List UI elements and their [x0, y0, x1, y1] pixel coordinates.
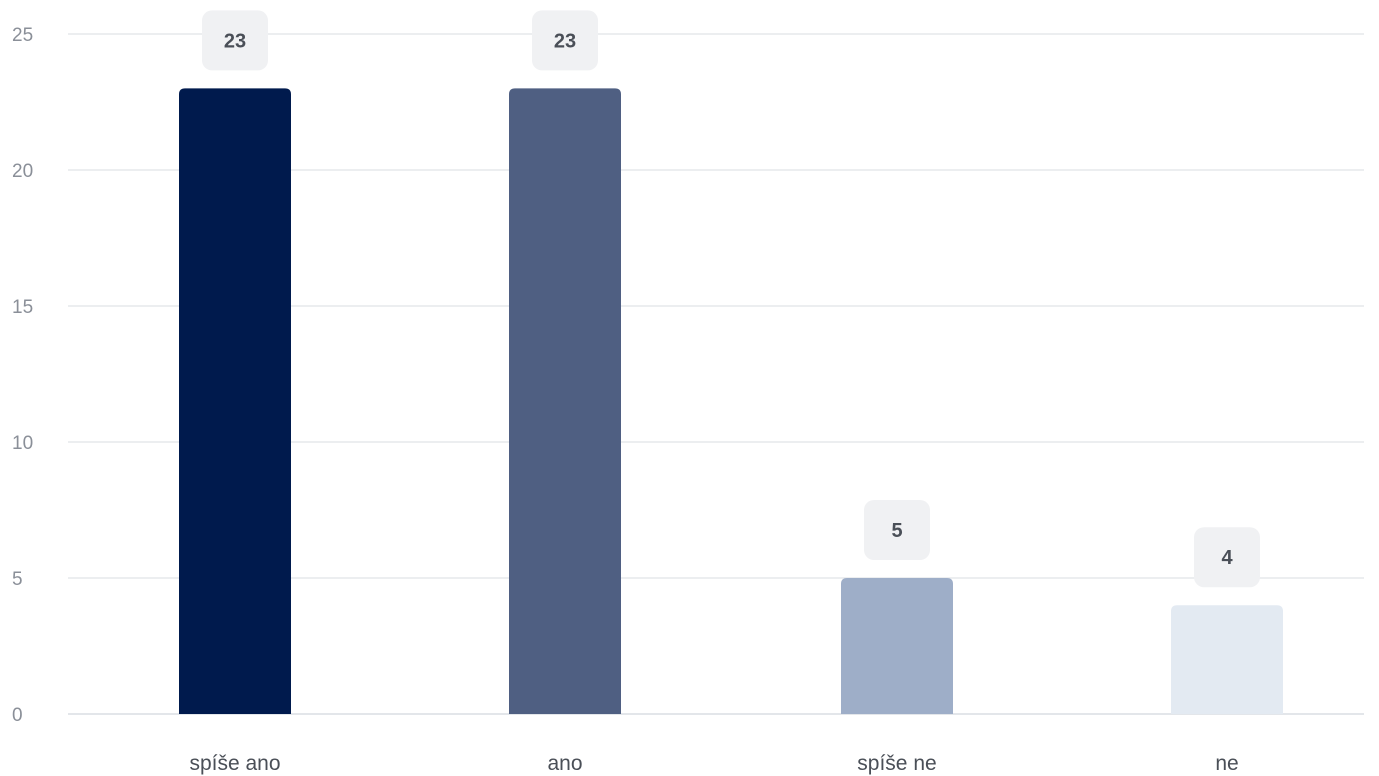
x-tick-label: ano [547, 752, 582, 775]
y-tick-label: 20 [12, 161, 33, 182]
y-axis: 0 5 10 15 20 25 [12, 25, 33, 726]
value-label-box [532, 10, 598, 71]
x-axis: spíše ano ano spíše ne ne [189, 752, 1238, 775]
x-tick-label: spíše ano [189, 752, 280, 775]
y-tick-label: 0 [12, 705, 23, 726]
value-label: 4 [1221, 547, 1233, 569]
bar-4[interactable] [1171, 605, 1283, 714]
value-label: 5 [891, 520, 902, 542]
bar-3[interactable] [841, 578, 953, 714]
value-label: 23 [554, 30, 576, 52]
value-label: 23 [224, 30, 246, 52]
value-label-box [1194, 527, 1260, 588]
x-tick-label: ne [1215, 752, 1238, 775]
y-tick-label: 25 [12, 25, 33, 46]
y-tick-label: 10 [12, 433, 33, 454]
value-label-box [202, 10, 268, 71]
y-tick-label: 5 [12, 569, 23, 590]
bar-2[interactable] [509, 88, 621, 714]
y-tick-label: 15 [12, 297, 33, 318]
x-tick-label: spíše ne [857, 752, 936, 775]
chart-bars: 23 23 5 4 [179, 10, 1283, 714]
bar-1[interactable] [179, 88, 291, 714]
value-label-box [864, 500, 930, 560]
